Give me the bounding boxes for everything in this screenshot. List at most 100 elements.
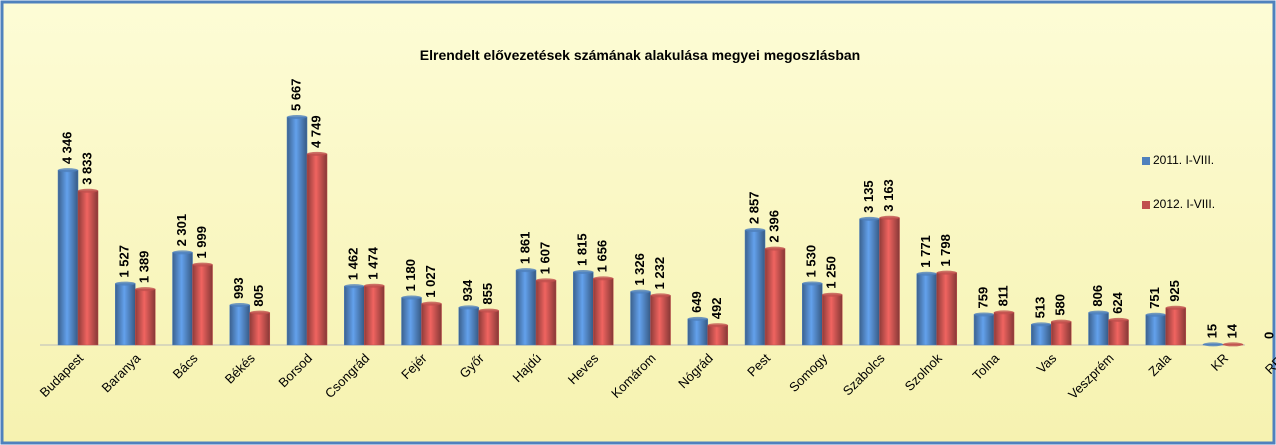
bar xyxy=(993,312,1015,346)
data-label: 1 326 xyxy=(632,253,647,286)
bar xyxy=(172,252,193,346)
data-label: 1 771 xyxy=(918,235,933,268)
bar-cap xyxy=(1203,342,1224,347)
bar xyxy=(478,310,500,346)
bar-cap xyxy=(458,305,479,310)
bar xyxy=(306,153,328,346)
data-label: 0 xyxy=(1262,332,1276,339)
data-label: 624 xyxy=(1110,291,1125,313)
bar-cap xyxy=(1145,312,1166,317)
bar-cap xyxy=(859,216,880,221)
bar-cap xyxy=(229,303,250,308)
bar xyxy=(421,303,442,346)
data-label: 1 656 xyxy=(595,240,610,273)
data-label: 934 xyxy=(460,279,475,301)
bar-cap xyxy=(1088,310,1109,315)
data-label: 513 xyxy=(1033,297,1048,319)
bar xyxy=(115,283,136,346)
data-label: 1 861 xyxy=(517,232,532,265)
bar xyxy=(879,217,900,346)
legend-swatch xyxy=(1142,157,1150,165)
data-label: 492 xyxy=(709,298,724,320)
data-label: 2 301 xyxy=(174,214,189,247)
bar xyxy=(802,283,823,346)
bar-cap xyxy=(364,283,385,288)
bar xyxy=(286,116,308,346)
bar-cap xyxy=(516,268,537,273)
bar xyxy=(1145,314,1167,346)
data-label: 3 135 xyxy=(861,180,876,213)
data-label: 14 xyxy=(1224,323,1239,338)
data-label: 2 396 xyxy=(766,210,781,243)
bar-cap xyxy=(916,271,937,276)
bar xyxy=(1051,321,1072,346)
bar xyxy=(859,218,880,346)
bar-cap xyxy=(745,228,766,233)
bar-cap xyxy=(879,215,900,220)
data-label: 580 xyxy=(1053,294,1068,316)
bar xyxy=(249,312,271,346)
bar xyxy=(535,280,557,346)
bar xyxy=(458,307,480,346)
data-label: 4 346 xyxy=(59,132,74,165)
chart-title: Elrendelt elővezetések számának alakulás… xyxy=(420,47,860,63)
data-label: 2 857 xyxy=(746,192,761,225)
bar-cap xyxy=(1223,342,1244,347)
data-label: 4 749 xyxy=(308,115,323,148)
bar-cap xyxy=(1108,317,1129,322)
bar-cap xyxy=(573,269,594,274)
data-label: 1 462 xyxy=(346,248,361,281)
bar-cap xyxy=(115,281,136,286)
data-label: 1 232 xyxy=(652,257,667,290)
data-label: 1 250 xyxy=(824,256,839,289)
bar-cap xyxy=(1031,322,1052,327)
bar-cap xyxy=(536,278,557,283)
bar xyxy=(916,273,938,346)
bar-cap xyxy=(707,323,728,328)
bar xyxy=(344,285,365,346)
bar-cap xyxy=(1051,319,1072,324)
data-label: 1 474 xyxy=(366,246,381,279)
bar-cap xyxy=(802,281,823,286)
data-label: 855 xyxy=(480,283,495,305)
bar-cap xyxy=(307,151,328,156)
bar xyxy=(77,190,99,346)
bar-cap xyxy=(593,276,614,281)
data-label: 3 833 xyxy=(79,152,94,185)
bar xyxy=(744,229,766,346)
bar xyxy=(593,278,614,346)
data-label: 1 530 xyxy=(804,245,819,278)
bar-cap xyxy=(58,168,79,173)
bar xyxy=(1108,319,1129,346)
bar xyxy=(57,169,79,346)
bar xyxy=(687,318,709,346)
legend-label: 2011. I-VIII. xyxy=(1153,153,1214,167)
bar-cap xyxy=(630,289,651,294)
data-label: 925 xyxy=(1167,280,1182,302)
bar-cap xyxy=(172,250,193,255)
bar-cap xyxy=(401,295,422,300)
bar xyxy=(1031,324,1052,346)
bar xyxy=(822,294,843,346)
data-label: 5 667 xyxy=(288,78,303,111)
bar-cap xyxy=(994,310,1015,315)
bar xyxy=(936,272,958,346)
bar xyxy=(401,297,422,346)
bar xyxy=(364,285,385,346)
data-label: 1 815 xyxy=(575,233,590,266)
bar-cap xyxy=(936,270,957,275)
bar-cap xyxy=(421,301,442,306)
data-label: 1 180 xyxy=(403,259,418,292)
data-label: 1 798 xyxy=(938,234,953,267)
data-label: 759 xyxy=(975,287,990,309)
bar xyxy=(764,248,786,346)
data-label: 993 xyxy=(231,277,246,299)
bar xyxy=(630,291,651,346)
bar xyxy=(135,288,156,346)
data-label: 1 027 xyxy=(423,265,438,298)
data-label: 3 163 xyxy=(881,179,896,212)
bar-cap xyxy=(135,287,156,292)
data-label: 811 xyxy=(995,285,1010,306)
bar-cap xyxy=(974,312,995,317)
